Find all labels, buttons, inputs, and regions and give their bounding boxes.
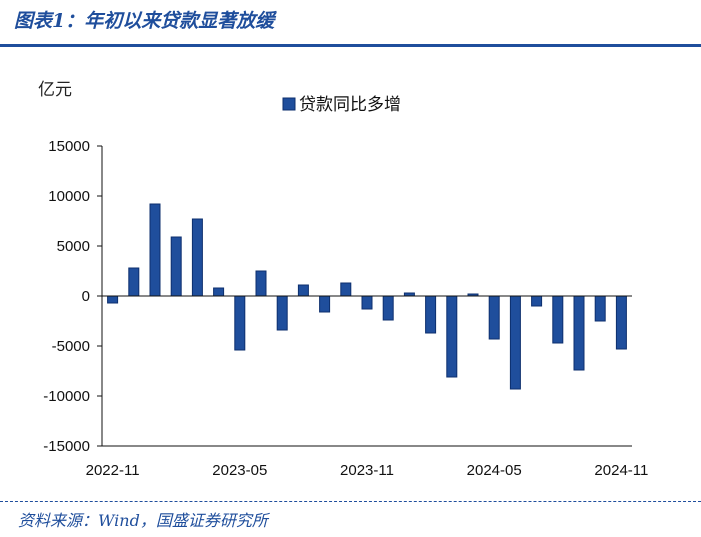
- legend-swatch: [282, 97, 296, 111]
- bar: [594, 295, 606, 322]
- x-tick-label: 2023-05: [212, 462, 267, 479]
- y-tick-label: -5000: [52, 338, 90, 355]
- bar: [319, 295, 331, 313]
- y-axis-ticks: 15000 10000 5000 0 -5000 -10000 -15000: [43, 138, 102, 455]
- y-axis-unit: 亿元: [38, 80, 72, 100]
- x-axis-ticks: 2022-11 2023-05 2023-11 2024-05 2024-11: [86, 462, 649, 479]
- bar: [531, 295, 543, 307]
- bar: [149, 203, 161, 297]
- bar: [509, 295, 521, 390]
- legend-label: 贷款同比多增: [299, 95, 401, 115]
- x-tick-label: 2022-11: [86, 462, 140, 479]
- bar: [552, 295, 564, 344]
- x-tick-label: 2023-11: [340, 462, 394, 479]
- bar: [213, 287, 225, 297]
- title-divider: [0, 44, 701, 47]
- bar: [361, 295, 373, 310]
- y-tick-label: 15000: [48, 138, 90, 155]
- bar: [615, 295, 627, 350]
- bar: [255, 270, 267, 297]
- chart-title: 图表1：年初以来贷款显著放缓: [14, 10, 275, 32]
- x-tick-label: 2024-11: [594, 462, 648, 479]
- bar: [170, 236, 182, 297]
- x-tick-label: 2024-05: [467, 462, 522, 479]
- y-tick-label: 10000: [48, 188, 90, 205]
- bar: [425, 295, 437, 334]
- y-tick-label: -15000: [43, 438, 90, 455]
- bar: [573, 295, 585, 371]
- bar: [297, 284, 309, 297]
- bar: [234, 295, 246, 351]
- axes: [101, 146, 632, 447]
- y-tick-label: 0: [82, 288, 90, 305]
- bars: [107, 203, 627, 390]
- bar: [128, 267, 140, 297]
- source-note: 资料来源：Wind，国盛证券研究所: [18, 511, 268, 530]
- source-divider: [0, 501, 701, 502]
- bar: [107, 295, 119, 304]
- bar: [488, 295, 500, 340]
- y-tick-label: 5000: [57, 238, 90, 255]
- bar: [446, 295, 458, 378]
- bar: [191, 218, 203, 297]
- bar: [276, 295, 288, 331]
- legend: 贷款同比多增: [282, 95, 401, 115]
- y-tick-label: -10000: [43, 388, 90, 405]
- bar: [340, 282, 352, 297]
- bar: [382, 295, 394, 321]
